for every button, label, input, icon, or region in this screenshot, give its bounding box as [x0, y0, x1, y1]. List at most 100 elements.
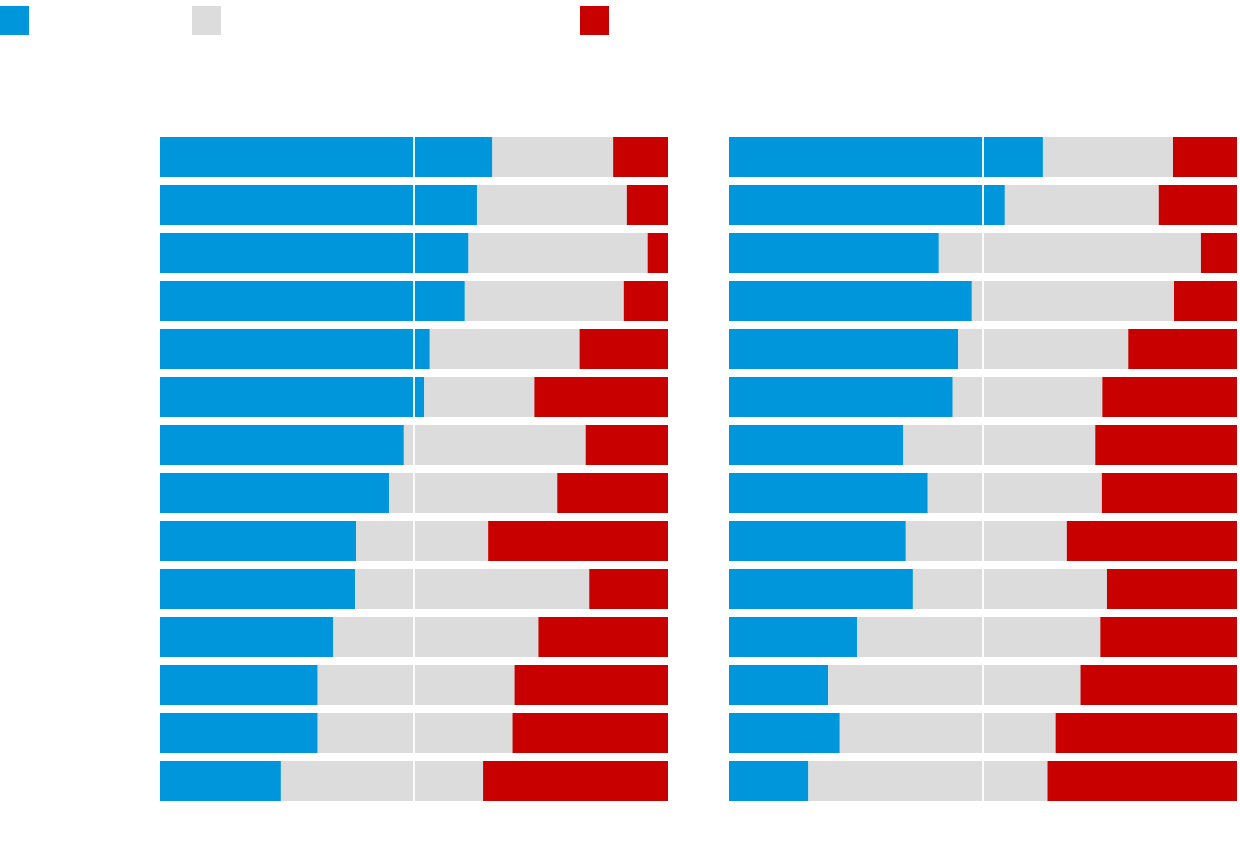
bar-segment-negative[interactable] [483, 761, 668, 801]
bar-segment-positive[interactable] [160, 617, 334, 657]
bar-segment-positive[interactable] [729, 329, 959, 369]
bar-row-9[interactable] [160, 521, 668, 561]
bar-row-11[interactable] [160, 617, 668, 657]
bar-segment-neutral[interactable] [389, 473, 558, 513]
bar-segment-neutral[interactable] [317, 665, 515, 705]
bar-row-7[interactable] [729, 425, 1237, 465]
bar-row-10[interactable] [160, 569, 668, 609]
bar-segment-neutral[interactable] [808, 761, 1048, 801]
bar-segment-positive[interactable] [160, 281, 465, 321]
bar-row-10[interactable] [729, 569, 1237, 609]
bar-segment-neutral[interactable] [476, 185, 627, 225]
bar-segment-negative[interactable] [1100, 617, 1237, 657]
bar-segment-negative[interactable] [1047, 761, 1237, 801]
legend-item-negative[interactable] [580, 6, 617, 35]
bar-row-14[interactable] [729, 761, 1237, 801]
bar-segment-neutral[interactable] [492, 137, 614, 177]
bar-segment-positive[interactable] [729, 233, 939, 273]
bar-segment-positive[interactable] [729, 569, 913, 609]
bar-segment-positive[interactable] [160, 665, 318, 705]
bar-segment-neutral[interactable] [938, 233, 1201, 273]
bar-segment-neutral[interactable] [317, 713, 513, 753]
bar-segment-positive[interactable] [160, 761, 281, 801]
bar-segment-positive[interactable] [160, 329, 430, 369]
bar-segment-neutral[interactable] [429, 329, 580, 369]
bar-segment-negative[interactable] [626, 185, 668, 225]
bar-row-11[interactable] [729, 617, 1237, 657]
bar-row-9[interactable] [729, 521, 1237, 561]
bar-segment-neutral[interactable] [912, 569, 1107, 609]
bar-segment-neutral[interactable] [905, 521, 1067, 561]
bar-segment-neutral[interactable] [971, 281, 1174, 321]
bar-row-8[interactable] [160, 473, 668, 513]
bar-segment-negative[interactable] [579, 329, 668, 369]
bar-segment-negative[interactable] [1101, 473, 1237, 513]
bar-row-3[interactable] [160, 233, 668, 273]
bar-segment-negative[interactable] [1095, 425, 1237, 465]
bar-segment-positive[interactable] [160, 521, 357, 561]
bar-segment-negative[interactable] [1066, 521, 1237, 561]
bar-segment-positive[interactable] [729, 521, 906, 561]
bar-segment-negative[interactable] [1158, 185, 1237, 225]
bar-row-1[interactable] [729, 137, 1237, 177]
bar-segment-negative[interactable] [512, 713, 668, 753]
bar-row-6[interactable] [160, 377, 668, 417]
bar-segment-positive[interactable] [160, 569, 356, 609]
bar-segment-neutral[interactable] [356, 521, 489, 561]
bar-row-2[interactable] [160, 185, 668, 225]
bar-segment-positive[interactable] [160, 185, 477, 225]
bar-segment-negative[interactable] [613, 137, 668, 177]
bar-segment-neutral[interactable] [280, 761, 484, 801]
bar-segment-neutral[interactable] [839, 713, 1056, 753]
bar-segment-positive[interactable] [160, 137, 493, 177]
bar-segment-negative[interactable] [1102, 377, 1237, 417]
bar-segment-neutral[interactable] [1042, 137, 1173, 177]
legend-item-neutral[interactable] [192, 6, 229, 35]
bar-segment-positive[interactable] [729, 473, 928, 513]
bar-row-5[interactable] [729, 329, 1237, 369]
bar-segment-neutral[interactable] [952, 377, 1103, 417]
bar-segment-negative[interactable] [488, 521, 668, 561]
bar-segment-neutral[interactable] [857, 617, 1101, 657]
bar-segment-negative[interactable] [1055, 713, 1237, 753]
bar-segment-negative[interactable] [514, 665, 668, 705]
bar-segment-neutral[interactable] [355, 569, 590, 609]
bar-segment-neutral[interactable] [927, 473, 1102, 513]
bar-segment-neutral[interactable] [424, 377, 535, 417]
bar-segment-negative[interactable] [538, 617, 668, 657]
bar-row-6[interactable] [729, 377, 1237, 417]
bar-segment-positive[interactable] [729, 665, 829, 705]
bar-row-12[interactable] [160, 665, 668, 705]
bar-segment-neutral[interactable] [958, 329, 1129, 369]
bar-row-5[interactable] [160, 329, 668, 369]
bar-segment-neutral[interactable] [903, 425, 1096, 465]
bar-segment-positive[interactable] [729, 185, 1005, 225]
bar-segment-neutral[interactable] [1004, 185, 1159, 225]
bar-segment-negative[interactable] [1200, 233, 1237, 273]
bar-segment-positive[interactable] [160, 425, 404, 465]
bar-segment-negative[interactable] [1172, 137, 1237, 177]
bar-segment-positive[interactable] [160, 713, 318, 753]
bar-row-13[interactable] [160, 713, 668, 753]
bar-row-4[interactable] [729, 281, 1237, 321]
bar-segment-negative[interactable] [589, 569, 668, 609]
bar-segment-neutral[interactable] [828, 665, 1081, 705]
bar-row-1[interactable] [160, 137, 668, 177]
bar-segment-positive[interactable] [160, 377, 425, 417]
bar-segment-positive[interactable] [729, 377, 953, 417]
bar-segment-positive[interactable] [729, 281, 972, 321]
bar-segment-negative[interactable] [1106, 569, 1237, 609]
bar-segment-positive[interactable] [729, 713, 840, 753]
bar-row-8[interactable] [729, 473, 1237, 513]
bar-segment-positive[interactable] [729, 137, 1043, 177]
bar-row-7[interactable] [160, 425, 668, 465]
bar-segment-negative[interactable] [647, 233, 668, 273]
bar-segment-neutral[interactable] [468, 233, 648, 273]
bar-segment-negative[interactable] [1174, 281, 1237, 321]
bar-segment-negative[interactable] [623, 281, 668, 321]
bar-segment-positive[interactable] [729, 761, 809, 801]
legend-item-positive[interactable] [0, 6, 37, 35]
bar-row-12[interactable] [729, 665, 1237, 705]
bar-segment-negative[interactable] [1080, 665, 1237, 705]
bar-row-2[interactable] [729, 185, 1237, 225]
